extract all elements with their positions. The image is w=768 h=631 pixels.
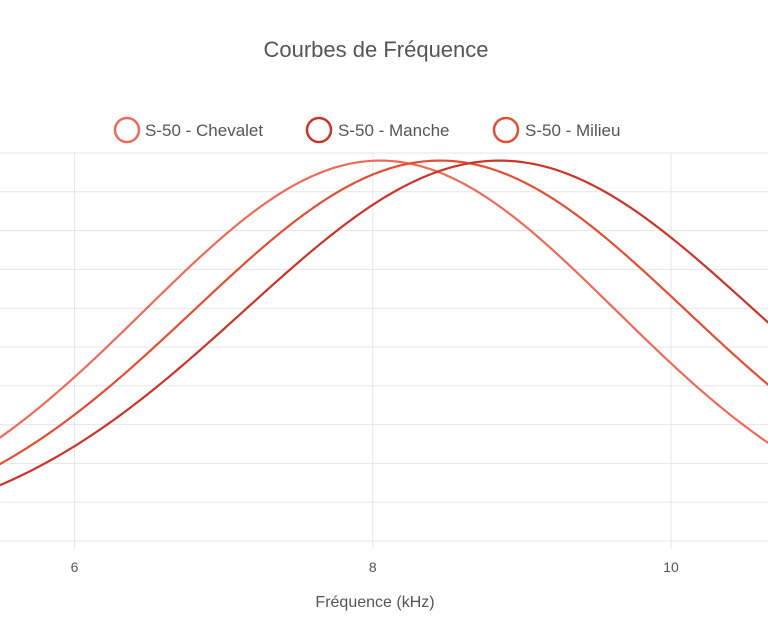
series-line-s-50-chevalet[interactable] (0, 159, 768, 444)
x-axis-ticks: 6 8 10 (71, 559, 679, 575)
legend-label-milieu: S-50 - Milieu (525, 121, 620, 140)
series-line-s-50-milieu[interactable] (0, 159, 768, 466)
legend-item-chevalet[interactable]: S-50 - Chevalet (113, 116, 263, 144)
x-tick-label: 10 (663, 559, 679, 575)
legend-swatch-chevalet (113, 116, 141, 144)
legend-label-chevalet: S-50 - Chevalet (145, 121, 263, 140)
legend: S-50 - Chevalet S-50 - Manche S-50 - Mil… (113, 116, 620, 144)
x-tick-label: 6 (71, 559, 79, 575)
x-axis-title: Fréquence (kHz) (315, 594, 434, 611)
legend-label-manche: S-50 - Manche (338, 121, 450, 140)
grid (0, 152, 768, 549)
series-line-s-50-manche[interactable] (0, 159, 768, 487)
x-tick-label: 8 (369, 559, 377, 575)
plot-area (0, 159, 768, 487)
chart-title: Courbes de Fréquence (263, 37, 488, 62)
legend-item-manche[interactable]: S-50 - Manche (305, 116, 450, 144)
legend-swatch-manche (305, 116, 333, 144)
legend-item-milieu[interactable]: S-50 - Milieu (492, 116, 620, 144)
legend-swatch-milieu (492, 116, 520, 144)
